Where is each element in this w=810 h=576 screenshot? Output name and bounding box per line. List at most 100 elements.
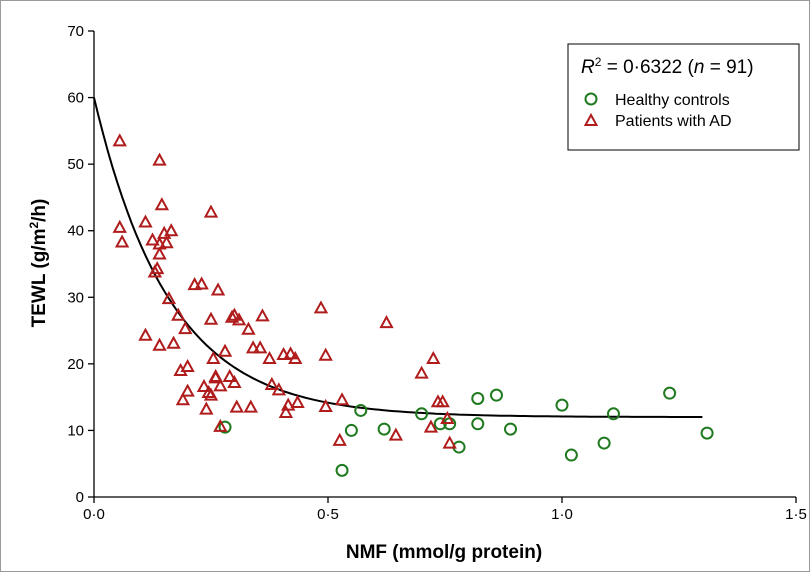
patient-point	[388, 427, 404, 441]
patient-point	[283, 346, 298, 360]
patient-point	[213, 378, 228, 392]
fit-curve	[93, 97, 703, 418]
patient-point	[227, 307, 242, 321]
patient-point	[379, 315, 394, 329]
control-point	[489, 388, 503, 402]
patient-point	[213, 418, 228, 432]
patient-point	[241, 321, 256, 335]
x-axis-label: NMF (mmol/g protein)	[346, 542, 542, 563]
patient-point	[313, 300, 329, 314]
axis-ticks: 0 10 20 30 40 50 60 70 0·0 0·5 1·0 1·5	[67, 23, 807, 523]
patient-point	[152, 152, 167, 166]
patient-point	[145, 232, 160, 246]
patient-point	[178, 320, 193, 335]
patient-point	[203, 387, 219, 401]
axes	[93, 31, 796, 498]
patient-point	[264, 376, 280, 390]
patient-point	[281, 397, 296, 411]
patient-point	[288, 350, 303, 365]
control-point	[218, 420, 232, 434]
patient-point	[112, 219, 127, 233]
patient-point	[318, 347, 333, 361]
y-tick-label: 20	[67, 356, 84, 373]
patient-point	[231, 312, 247, 326]
patient-point	[194, 276, 209, 290]
control-point	[700, 426, 714, 440]
y-axis-label: TEWL (g/m2/h)	[27, 199, 50, 328]
patient-point	[161, 291, 177, 305]
patient-point	[442, 435, 457, 449]
y-tick-label: 40	[67, 223, 84, 240]
control-point	[471, 417, 485, 431]
control-point	[564, 448, 578, 462]
patient-point	[199, 401, 214, 415]
patient-point	[166, 335, 181, 349]
control-point	[555, 398, 569, 412]
patient-point	[414, 365, 429, 379]
y-tick-label: 30	[67, 289, 84, 306]
patient-point	[149, 261, 165, 275]
patient-point	[229, 399, 244, 413]
patient-point	[152, 246, 167, 260]
patient-point	[164, 223, 179, 237]
patient-point	[426, 350, 441, 365]
patient-point	[423, 419, 439, 433]
control-point	[471, 391, 485, 405]
patient-point	[276, 346, 291, 361]
patient-point	[159, 235, 174, 249]
patient-point	[187, 277, 202, 291]
control-point	[415, 407, 429, 421]
x-tick-label: 1·0	[551, 506, 573, 523]
legend-label-patients: Patients with AD	[615, 113, 732, 130]
control-point	[377, 422, 391, 436]
patient-point	[210, 282, 226, 296]
patient-point	[318, 398, 333, 412]
y-tick-label: 50	[67, 156, 84, 173]
control-point	[606, 407, 620, 421]
patient-point	[175, 392, 191, 406]
control-point	[663, 386, 677, 400]
patient-point	[203, 204, 219, 218]
patient-point	[262, 350, 277, 365]
patient-point	[112, 133, 127, 147]
patient-point	[208, 368, 223, 383]
patient-point	[206, 350, 221, 365]
patient-point	[196, 378, 212, 392]
patient-point	[245, 340, 261, 354]
y-tick-label: 60	[67, 90, 84, 107]
patient-point	[171, 307, 186, 321]
patient-point	[222, 368, 237, 383]
legend-circle-marker	[584, 92, 598, 106]
patient-point	[278, 404, 294, 418]
x-tick-label: 0·0	[83, 506, 105, 523]
patient-point	[180, 383, 195, 397]
patient-point	[152, 337, 167, 351]
control-point	[354, 403, 368, 417]
legend-box	[567, 43, 800, 151]
patient-point	[203, 311, 219, 325]
data-points	[112, 133, 714, 477]
patient-point	[255, 308, 270, 322]
legend-triangle-marker	[583, 112, 599, 126]
patient-point	[290, 394, 305, 408]
patient-point	[114, 234, 130, 248]
patient-point	[252, 340, 268, 354]
control-point	[597, 436, 611, 450]
patient-point	[224, 309, 240, 323]
patient-point	[138, 327, 153, 341]
patient-point	[243, 399, 258, 413]
patient-point	[334, 392, 350, 406]
patient-point	[217, 343, 233, 357]
r-squared-annotation: R2 = 0·6322 (n = 91)	[581, 55, 754, 78]
control-point	[504, 422, 518, 436]
patient-point	[180, 358, 195, 373]
control-point	[344, 423, 358, 437]
y-tick-label: 10	[67, 422, 84, 439]
patient-point	[440, 410, 455, 424]
patient-point	[154, 197, 170, 211]
x-tick-label: 0·5	[317, 506, 339, 523]
legend-label-controls: Healthy controls	[615, 92, 730, 109]
legend: R2 = 0·6322 (n = 91) Healthy controls Pa…	[567, 43, 800, 151]
patient-point	[271, 382, 287, 396]
